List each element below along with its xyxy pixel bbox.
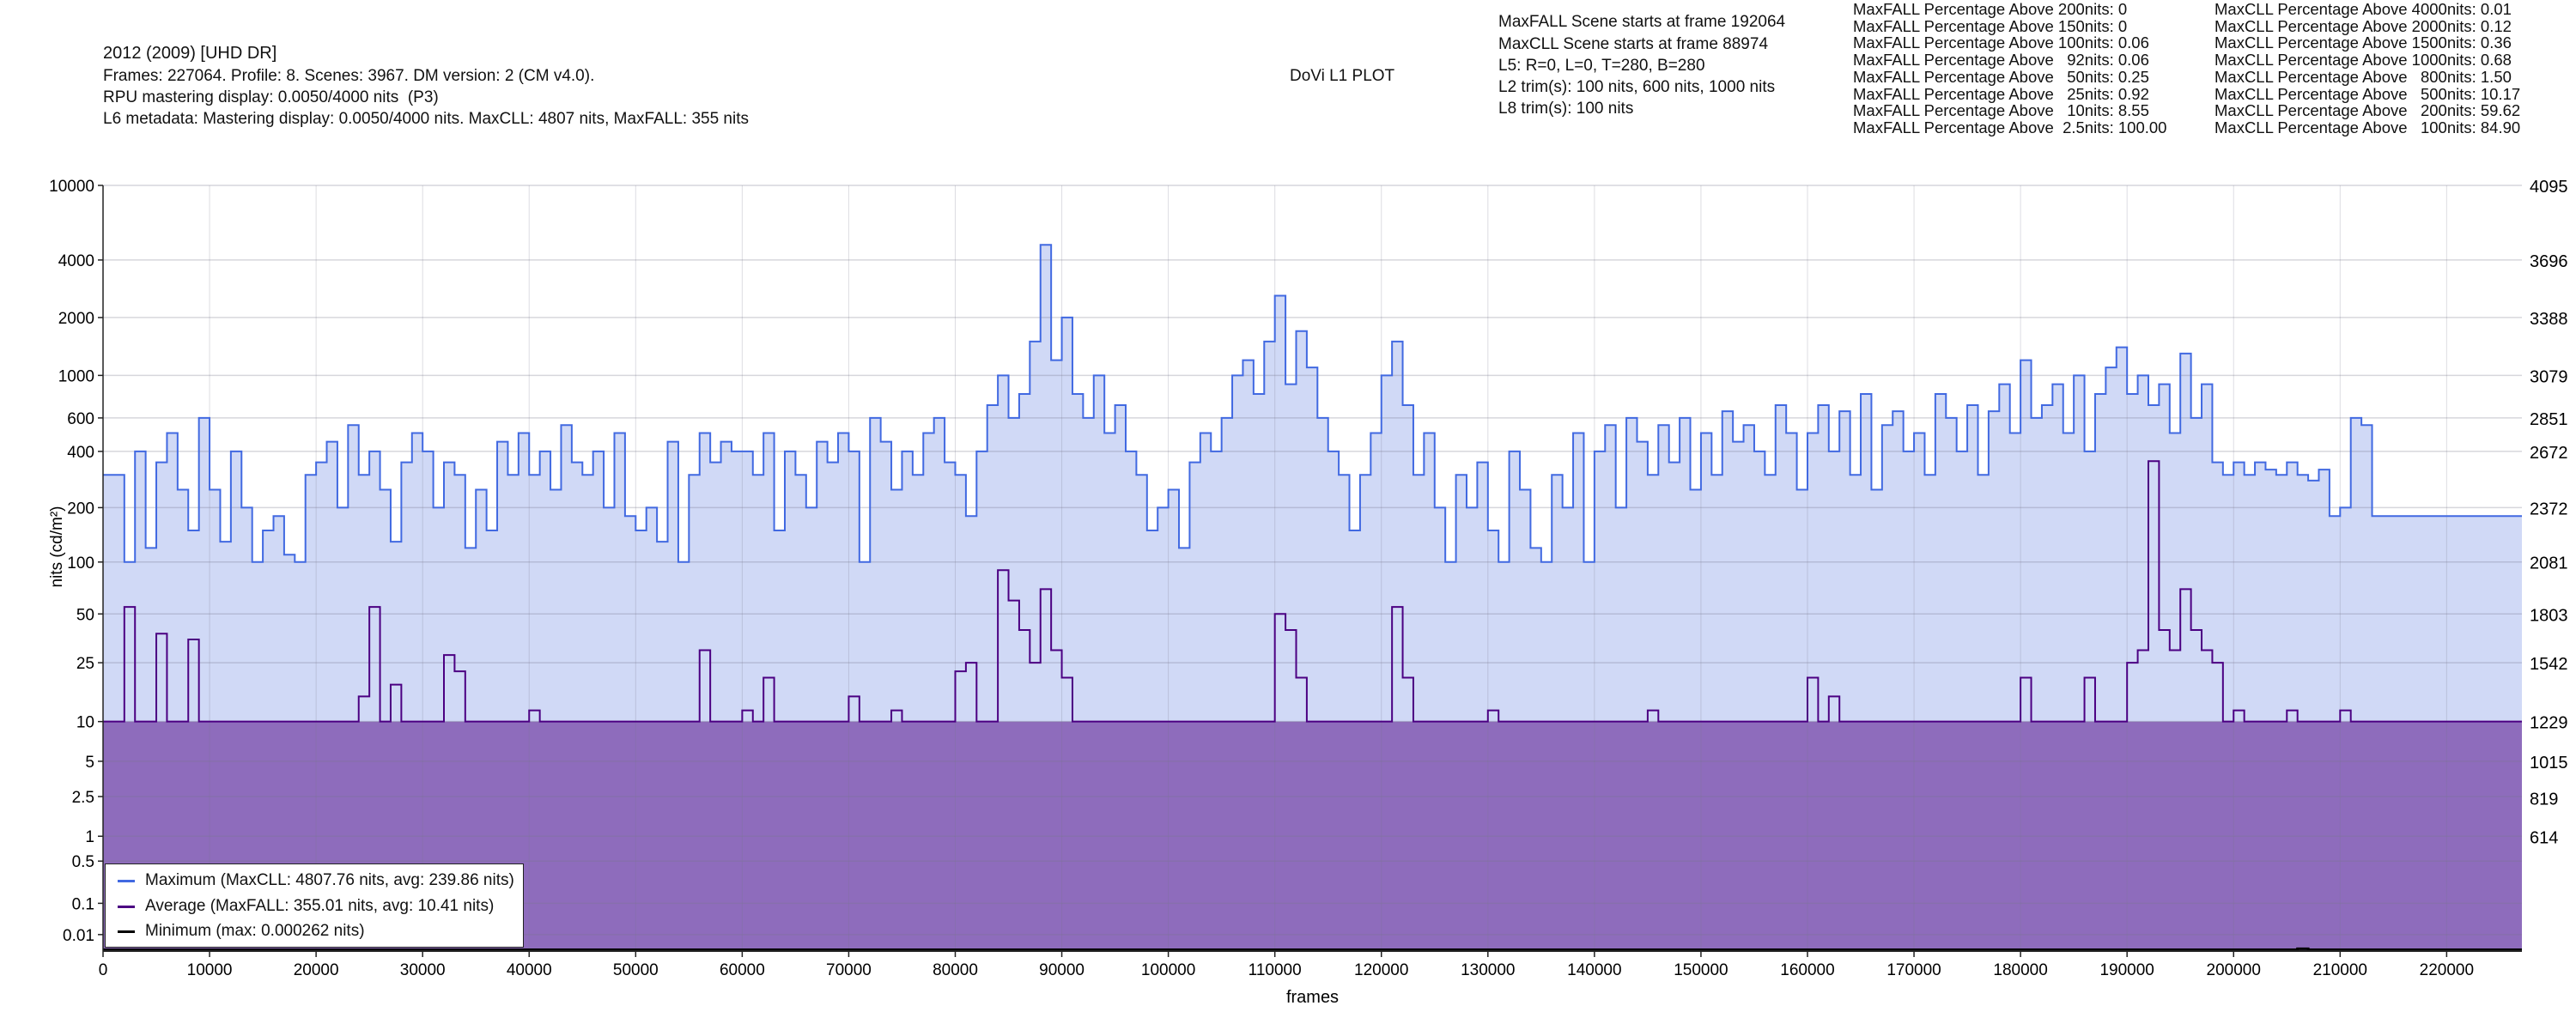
x-tick-label: 80000	[933, 961, 978, 979]
y2-tick-label: 819	[2530, 791, 2558, 809]
x-tick-label: 160000	[1780, 961, 1834, 979]
y2-tick-label: 2672	[2530, 444, 2568, 463]
percentage-line: MaxCLL Percentage Above 200nits: 59.62	[2215, 101, 2521, 120]
y2-tick-label: 614	[2530, 828, 2558, 847]
legend-swatch-average	[118, 905, 135, 908]
info-line: L2 trim(s): 100 nits, 600 nits, 1000 nit…	[1498, 78, 1776, 96]
percentage-line: MaxFALL Percentage Above 50nits: 0.25	[1853, 67, 2149, 86]
y-tick-label: 200	[67, 500, 94, 518]
info-line: L5: R=0, L=0, T=280, B=280	[1498, 57, 1705, 75]
x-tick-label: 140000	[1567, 961, 1621, 979]
y2-tick-label: 3696	[2530, 252, 2568, 271]
legend-item-maximum[interactable]: Maximum (MaxCLL: 4807.76 nits, avg: 239.…	[118, 869, 514, 892]
legend-label-average: Average (MaxFALL: 355.01 nits, avg: 10.4…	[145, 897, 495, 915]
percentage-line: MaxCLL Percentage Above 800nits: 1.50	[2215, 67, 2512, 86]
percentage-line: MaxCLL Percentage Above 1000nits: 0.68	[2215, 51, 2512, 70]
percentage-line: MaxCLL Percentage Above 100nits: 84.90	[2215, 118, 2521, 136]
y-tick-label: 2000	[58, 310, 94, 328]
y2-tick-label: 3388	[2530, 310, 2568, 329]
info-line: MaxFALL Scene starts at frame 192064	[1498, 13, 1786, 31]
info-line: MaxCLL Scene starts at frame 88974	[1498, 35, 1769, 53]
y-tick-label: 100	[67, 554, 94, 573]
y2-tick-label: 2372	[2530, 500, 2568, 518]
legend-label-maximum: Maximum (MaxCLL: 4807.76 nits, avg: 239.…	[145, 871, 514, 889]
x-tick-label: 100000	[1141, 961, 1195, 979]
x-tick-label: 30000	[400, 961, 446, 979]
y-tick-label: 2.5	[72, 789, 94, 807]
frames-info: Frames: 227064. Profile: 8. Scenes: 3967…	[103, 67, 595, 85]
legend-item-average[interactable]: Average (MaxFALL: 355.01 nits, avg: 10.4…	[118, 895, 494, 918]
x-tick-label: 60000	[720, 961, 765, 979]
y-tick-label: 1000	[58, 367, 94, 385]
y-tick-label: 400	[67, 444, 94, 462]
x-tick-label: 220000	[2420, 961, 2474, 979]
x-tick-label: 120000	[1354, 961, 1408, 979]
x-axis-label: frames	[1286, 988, 1339, 1007]
y2-tick-label: 1229	[2530, 713, 2568, 732]
minimum-line	[103, 947, 2522, 952]
plot-title: DoVi L1 PLOT	[1290, 67, 1395, 85]
y2-tick-label: 2081	[2530, 554, 2568, 573]
legend-swatch-minimum	[118, 930, 135, 933]
percentage-line: MaxFALL Percentage Above 10nits: 8.55	[1853, 101, 2149, 120]
percentage-line: MaxFALL Percentage Above 200nits: 0	[1853, 0, 2128, 18]
x-tick-label: 70000	[826, 961, 872, 979]
y-tick-label: 4000	[58, 252, 94, 270]
legend-item-minimum[interactable]: Minimum (max: 0.000262 nits)	[118, 920, 365, 942]
percentage-line: MaxFALL Percentage Above 100nits: 0.06	[1853, 33, 2149, 52]
percentage-line: MaxFALL Percentage Above 25nits: 0.92	[1853, 84, 2149, 103]
y-tick-label: 50	[76, 606, 94, 624]
y-tick-label: 0.1	[72, 895, 94, 913]
y2-tick-label: 1015	[2530, 754, 2568, 772]
y2-tick-label: 1542	[2530, 655, 2568, 674]
x-tick-label: 110000	[1249, 961, 1302, 979]
legend-label-minimum: Minimum (max: 0.000262 nits)	[145, 922, 365, 940]
x-tick-label: 210000	[2313, 961, 2367, 979]
y-tick-label: 0.01	[63, 927, 94, 945]
percentage-line: MaxCLL Percentage Above 2000nits: 0.12	[2215, 16, 2512, 35]
y-tick-label: 0.5	[72, 853, 94, 871]
percentage-line: MaxCLL Percentage Above 500nits: 10.17	[2215, 84, 2521, 103]
x-tick-label: 40000	[507, 961, 552, 979]
x-tick-label: 130000	[1461, 961, 1515, 979]
percentage-line: MaxFALL Percentage Above 150nits: 0	[1853, 16, 2128, 35]
maximum-line	[103, 244, 2522, 563]
percentage-line: MaxCLL Percentage Above 1500nits: 0.36	[2215, 33, 2512, 52]
y-tick-label: 10	[76, 714, 94, 732]
x-tick-label: 50000	[613, 961, 659, 979]
y-tick-label: 10000	[49, 178, 94, 196]
y-tick-label: 600	[67, 410, 94, 428]
x-tick-label: 200000	[2207, 961, 2261, 979]
l6-metadata: L6 metadata: Mastering display: 0.0050/4…	[103, 110, 749, 128]
y2-tick-label: 4095	[2530, 178, 2568, 197]
info-line: L8 trim(s): 100 nits	[1498, 100, 1634, 118]
x-tick-label: 10000	[187, 961, 233, 979]
legend: Maximum (MaxCLL: 4807.76 nits, avg: 239.…	[105, 863, 524, 948]
x-tick-label: 180000	[1993, 961, 2047, 979]
rpu-mastering-display: RPU mastering display: 0.0050/4000 nits …	[103, 88, 439, 106]
y2-tick-label: 3079	[2530, 367, 2568, 386]
y-tick-label: 1	[85, 828, 94, 846]
y2-tick-label: 1803	[2530, 606, 2568, 625]
x-tick-label: 0	[99, 961, 108, 979]
legend-swatch-maximum	[118, 879, 135, 882]
average-line	[103, 460, 2522, 723]
y-tick-label: 25	[76, 655, 94, 673]
percentage-line: MaxCLL Percentage Above 4000nits: 0.01	[2215, 0, 2512, 18]
chart-title: 2012 (2009) [UHD DR]	[103, 44, 277, 63]
y-axis-label: nits (cd/m²)	[48, 506, 66, 588]
percentage-line: MaxFALL Percentage Above 92nits: 0.06	[1853, 51, 2149, 70]
x-tick-label: 90000	[1039, 961, 1084, 979]
x-tick-label: 190000	[2099, 961, 2154, 979]
x-tick-label: 20000	[294, 961, 339, 979]
percentage-line: MaxFALL Percentage Above 2.5nits: 100.00	[1853, 118, 2167, 136]
y2-tick-label: 2851	[2530, 410, 2568, 429]
x-tick-label: 150000	[1674, 961, 1728, 979]
x-tick-label: 170000	[1886, 961, 1941, 979]
y-tick-label: 5	[85, 754, 94, 772]
